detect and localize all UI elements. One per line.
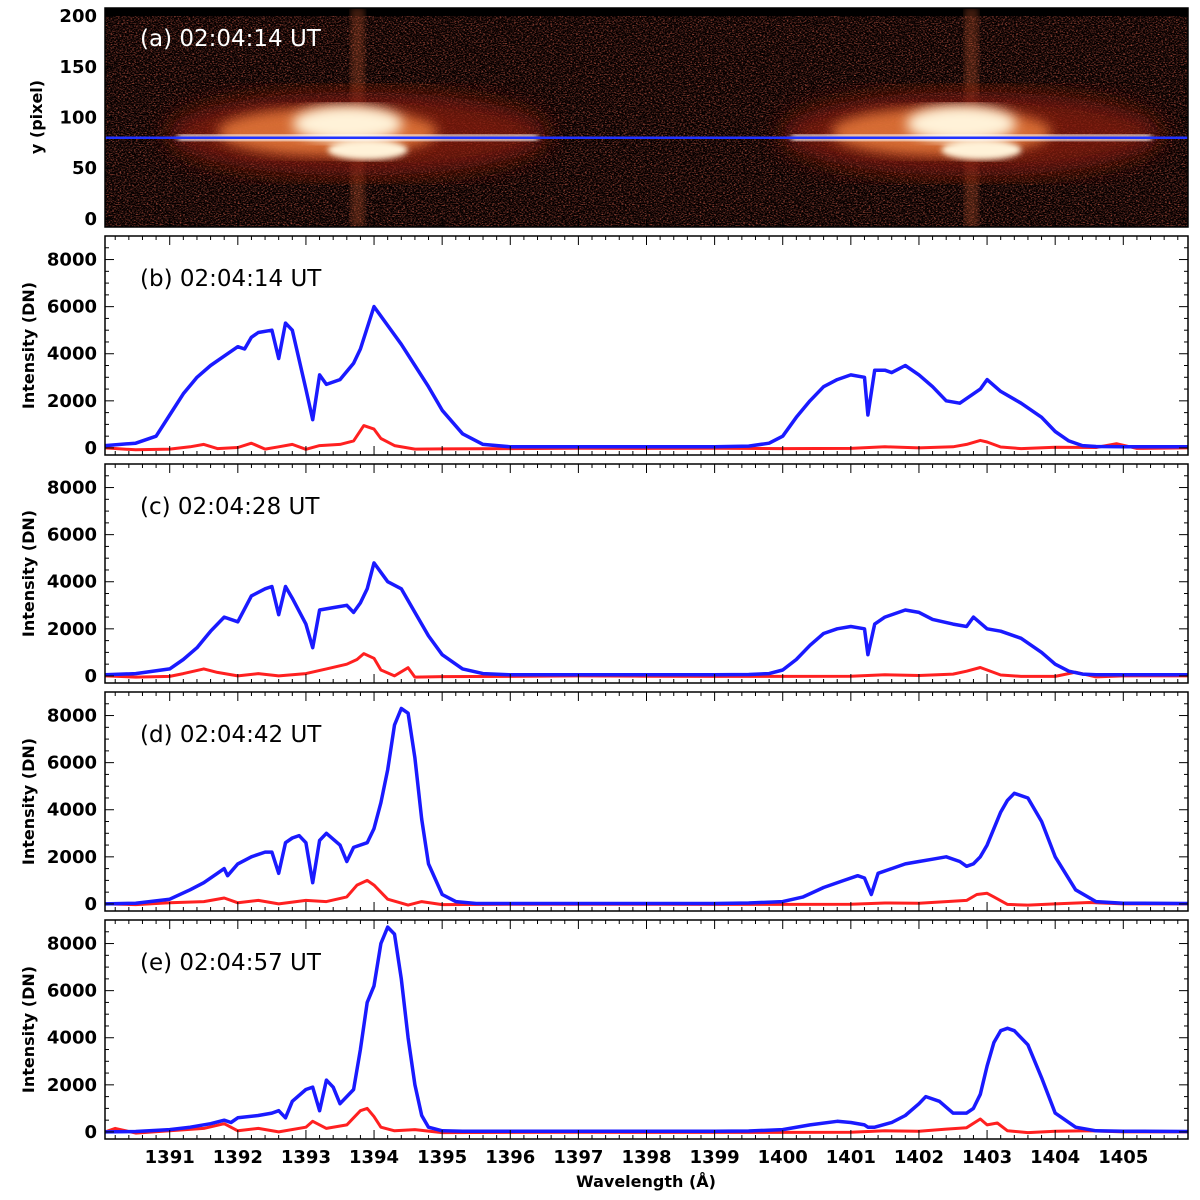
spectrum-panels: 0 2000 4000 6000 8000 (b) 02:04:14 UT Intensit… <box>19 235 1189 1143</box>
x-tick-label: 1404 <box>1030 1147 1080 1168</box>
x-tick-label: 1397 <box>553 1147 603 1168</box>
y-tick-label: 6000 <box>47 525 97 546</box>
panel-label: (e) 02:04:57 UT <box>140 950 322 976</box>
spectrum-panel: 0 2000 4000 6000 8000 (d) 02:04:42 UT Intensit… <box>19 691 1189 915</box>
image-y-tick-label: 200 <box>59 6 97 27</box>
panel-label: (c) 02:04:28 UT <box>140 494 320 520</box>
image-y-tick-label: 100 <box>59 108 97 129</box>
line-bright-upper <box>292 105 403 142</box>
x-tick-label: 1402 <box>894 1147 944 1168</box>
y-tick-label: 4000 <box>47 344 97 365</box>
x-tick-label: 1399 <box>690 1147 740 1168</box>
difference-series-line <box>105 878 1188 907</box>
x-tick-label: 1392 <box>213 1147 263 1168</box>
spectrum-panel: 0 2000 4000 6000 8000 (c) 02:04:28 UT Intensit… <box>19 463 1189 687</box>
y-tick-label: 4000 <box>47 1028 97 1049</box>
intensity-series-line <box>105 304 1188 449</box>
image-y-tick-label: 0 <box>84 209 97 230</box>
y-tick-label: 2000 <box>47 391 97 412</box>
y-tick-label: 6000 <box>47 981 97 1002</box>
x-tick-label: 1405 <box>1098 1147 1148 1168</box>
series-group <box>105 561 1188 679</box>
x-tick-labels: 1391 1392 1393 1394 1395 1396 1397 1398 1399 1400… <box>145 1147 1149 1168</box>
x-tick-label: 1394 <box>349 1147 399 1168</box>
y-tick-label: 4000 <box>47 572 97 593</box>
image-x-ticks <box>169 219 1124 227</box>
spectrum-panel: 0 2000 4000 6000 8000 (e) 02:04:57 UT Intensit… <box>19 919 1189 1143</box>
y-tick-label: 0 <box>84 894 97 915</box>
intensity-series-line <box>105 925 1188 1134</box>
x-tick-label: 1396 <box>485 1147 535 1168</box>
y-tick-label: 0 <box>84 1122 97 1143</box>
y-tick-label: 2000 <box>47 619 97 640</box>
y-axis-title: Intensity (DN) <box>19 738 38 865</box>
y-tick-label: 8000 <box>47 934 97 955</box>
y-tick-label: 4000 <box>47 800 97 821</box>
image-y-tick-label: 50 <box>72 158 97 179</box>
emission-lines <box>167 8 1162 227</box>
x-tick-label: 1393 <box>281 1147 331 1168</box>
image-ylabel: y (pixel) <box>27 80 46 154</box>
y-tick-label: 6000 <box>47 753 97 774</box>
y-tick-label: 2000 <box>47 847 97 868</box>
image-top-band <box>105 8 1188 16</box>
line-bright-upper <box>906 105 1017 142</box>
y-tick-label: 8000 <box>47 706 97 727</box>
difference-series-line <box>105 424 1188 452</box>
panel-label: (d) 02:04:42 UT <box>140 722 322 748</box>
y-axis-title: Intensity (DN) <box>19 282 38 409</box>
x-axis-title: Wavelength (Å) <box>576 1172 716 1191</box>
image-panel: (a) 02:04:14 UT y (pixel) 0 50 100 150 200 <box>27 6 1189 230</box>
image-y-ticks: 0 50 100 150 200 <box>59 6 1188 230</box>
spectrum-panel: 0 2000 4000 6000 8000 (b) 02:04:14 UT Intensit… <box>19 235 1189 459</box>
line-bright-lower <box>327 139 408 160</box>
intensity-series-line <box>105 706 1188 906</box>
x-tick-label: 1400 <box>758 1147 808 1168</box>
y-tick-label: 8000 <box>47 478 97 499</box>
y-tick-label: 6000 <box>47 297 97 318</box>
y-tick-label: 2000 <box>47 1075 97 1096</box>
y-axis-title: Intensity (DN) <box>19 510 38 637</box>
x-tick-label: 1391 <box>145 1147 195 1168</box>
x-tick-label: 1403 <box>962 1147 1012 1168</box>
y-axis-title: Intensity (DN) <box>19 966 38 1093</box>
y-tick-label: 0 <box>84 666 97 687</box>
x-tick-label: 1398 <box>621 1147 671 1168</box>
x-tick-label: 1401 <box>826 1147 876 1168</box>
y-tick-label: 0 <box>84 438 97 459</box>
x-tick-label: 1395 <box>417 1147 467 1168</box>
difference-series-line <box>105 1106 1188 1135</box>
intensity-series-line <box>105 561 1188 677</box>
image-y-tick-label: 150 <box>59 57 97 78</box>
line-bright-lower <box>941 139 1022 160</box>
image-panel-label: (a) 02:04:14 UT <box>140 26 322 52</box>
series-group <box>105 304 1188 452</box>
y-tick-label: 8000 <box>47 250 97 271</box>
panel-label: (b) 02:04:14 UT <box>140 266 322 292</box>
